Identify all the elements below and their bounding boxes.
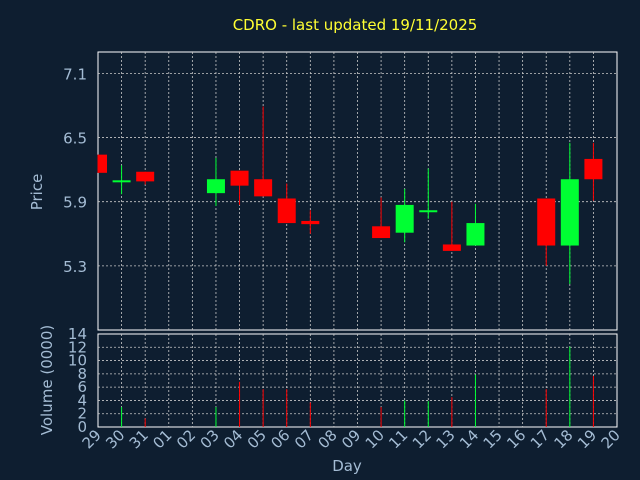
price-y-tick: 6.5 <box>63 130 87 148</box>
day-axis-label: Day <box>332 457 362 475</box>
day-tick: 01 <box>149 426 175 452</box>
candle-body <box>230 170 249 186</box>
volume-y-tick: 6 <box>77 378 87 396</box>
day-tick: 19 <box>574 426 600 452</box>
volume-y-tick: 12 <box>68 338 87 356</box>
day-tick: 02 <box>173 426 199 452</box>
candle-body <box>98 154 107 173</box>
day-tick: 13 <box>432 426 458 452</box>
volume-y-tick: 4 <box>77 391 87 409</box>
candle-body <box>372 226 391 239</box>
day-tick: 03 <box>197 426 223 452</box>
candle-body <box>419 210 438 213</box>
day-tick: 15 <box>480 426 506 452</box>
price-y-tick: 7.1 <box>63 65 87 83</box>
price-y-tick-labels: 7.1 6.5 5.9 5.3 <box>63 65 87 275</box>
day-tick: 06 <box>267 426 293 452</box>
day-tick: 10 <box>362 426 388 452</box>
price-axis-label: Price <box>28 174 46 211</box>
candle-body <box>584 158 603 180</box>
volume-y-tick: 0 <box>77 418 87 436</box>
candle-body <box>466 223 485 246</box>
day-tick: 05 <box>244 426 270 452</box>
volume-bars <box>121 346 594 427</box>
candle-body <box>301 220 320 225</box>
volume-axis-label: Volume (0000) <box>38 325 56 435</box>
price-y-tick: 5.3 <box>63 258 87 276</box>
day-tick: 30 <box>102 426 128 452</box>
volume-y-tick: 8 <box>77 365 87 383</box>
day-tick: 18 <box>550 426 576 452</box>
candle-body <box>537 198 556 246</box>
candle-body <box>136 171 155 182</box>
day-tick: 08 <box>315 426 341 452</box>
candle-body <box>112 180 131 183</box>
price-panel: 7.1 6.5 5.9 5.3 Price <box>28 51 618 331</box>
chart-title: CDRO - last updated 19/11/2025 <box>233 16 478 34</box>
day-tick: 14 <box>456 426 482 452</box>
candle-body <box>560 179 579 246</box>
day-tick: 04 <box>220 426 246 452</box>
day-tick: 16 <box>503 426 529 452</box>
volume-y-tick: 10 <box>68 352 87 370</box>
candle-body <box>442 244 461 251</box>
day-tick: 17 <box>527 426 553 452</box>
candles <box>97 106 603 285</box>
day-tick: 20 <box>598 426 624 452</box>
day-tick: 12 <box>409 426 435 452</box>
price-grid <box>98 52 617 330</box>
day-tick-labels: 2930310102030405060708091011121314151617… <box>79 426 624 452</box>
volume-y-tick: 14 <box>68 325 87 343</box>
candle-body <box>277 198 296 224</box>
volume-y-tick: 2 <box>77 405 87 423</box>
candle-body <box>395 204 414 233</box>
day-tick: 07 <box>291 426 317 452</box>
candle-body <box>206 179 225 194</box>
price-y-tick: 5.9 <box>63 194 87 212</box>
day-tick: 09 <box>338 426 364 452</box>
volume-grid <box>98 334 617 427</box>
candle-body <box>254 179 273 197</box>
day-tick: 31 <box>126 426 152 452</box>
day-tick: 11 <box>385 426 411 452</box>
